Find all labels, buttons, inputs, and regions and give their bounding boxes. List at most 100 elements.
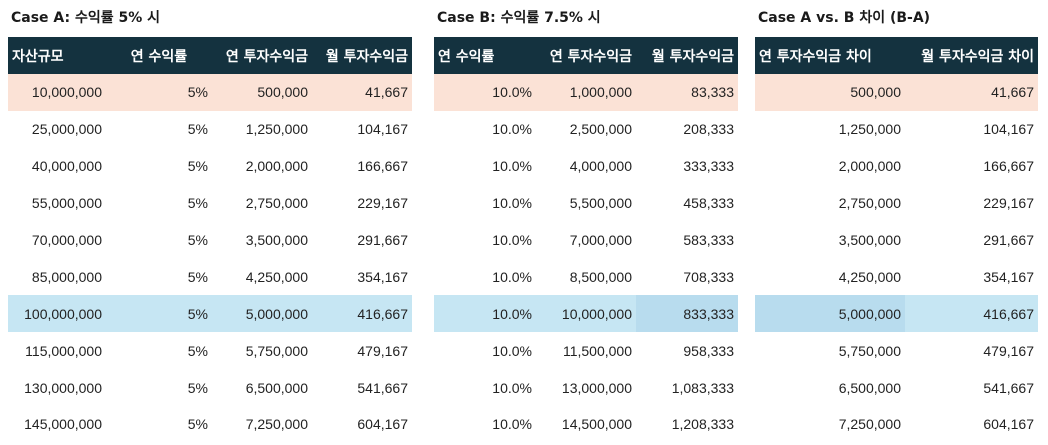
table-row: 55,000,000 5% 2,750,000 229,167 xyxy=(8,185,412,222)
table-row: 10.0% 8,500,000 708,333 xyxy=(434,258,738,295)
table-cell: 3,500,000 xyxy=(838,232,901,248)
table-cell: 115,000,000 xyxy=(25,342,102,359)
table-cell: 333,333 xyxy=(683,158,734,175)
table-cell: 5% xyxy=(187,232,208,248)
table-cell: 2,750,000 xyxy=(838,195,901,212)
table-cell: 479,167 xyxy=(983,342,1034,359)
table-row: 40,000,000 5% 2,000,000 166,667 xyxy=(8,148,412,185)
table-cell: 6,500,000 xyxy=(838,379,901,396)
table-cell: 7,000,000 xyxy=(569,232,632,248)
table-cell: 145,000,000 xyxy=(24,416,102,433)
header-annual-income: 연 투자수익금 xyxy=(536,37,636,74)
table-cell: 354,167 xyxy=(983,268,1034,285)
table-cell: 354,167 xyxy=(357,268,408,285)
table-cell: 1,208,333 xyxy=(671,416,734,433)
table-row: 100,000,000 5% 5,000,000 416,667 xyxy=(8,295,412,333)
table-cell: 604,167 xyxy=(357,416,408,433)
table-cell: 10.0% xyxy=(492,268,532,285)
table-cell: 130,000,000 xyxy=(24,379,102,396)
table-cell: 2,000,000 xyxy=(245,158,308,175)
table-cell: 10.0% xyxy=(492,195,532,212)
header-annual-rate: 연 수익률 xyxy=(106,37,212,74)
table-cell: 291,667 xyxy=(357,232,408,248)
table-cell: 5,500,000 xyxy=(569,195,632,212)
table-cell: 166,667 xyxy=(357,158,408,175)
table-row: 3,500,000 291,667 xyxy=(755,222,1038,259)
table-row: 10.0% 2,500,000 208,333 xyxy=(434,111,738,148)
table-cell: 166,667 xyxy=(983,158,1034,175)
table-row: 10.0% 14,500,000 1,208,333 xyxy=(434,406,738,443)
case-b-table: 연 수익률 연 투자수익금 월 투자수익금 10.0% 1,000,000 83,3… xyxy=(434,37,738,443)
table-cell: 1,083,333 xyxy=(671,379,734,396)
table-row: 10.0% 4,000,000 333,333 xyxy=(434,148,738,185)
header-monthly-income: 월 투자수익금 xyxy=(636,37,738,74)
table-cell: 100,000,000 xyxy=(8,295,106,333)
table-cell: 40,000,000 xyxy=(31,158,102,175)
case-diff-table: 연 투자수익금 차이 월 투자수익금 차이 500,000 41,667 1,250… xyxy=(755,37,1038,443)
table-row: 10.0% 10,000,000 833,333 xyxy=(434,295,738,333)
table-cell: 708,333 xyxy=(683,268,734,285)
table-cell: 4,250,000 xyxy=(838,268,901,285)
table-row: 145,000,000 5% 7,250,000 604,167 xyxy=(8,406,412,443)
table-cell: 104,167 xyxy=(357,121,408,138)
table-cell: 10,000,000 xyxy=(8,74,106,111)
table-row: 25,000,000 5% 1,250,000 104,167 xyxy=(8,111,412,148)
table-cell: 583,333 xyxy=(683,232,734,248)
header-annual-income: 연 투자수익금 xyxy=(212,37,312,74)
table-cell: 25,000,000 xyxy=(31,121,102,138)
table-row: 5,000,000 416,667 xyxy=(755,295,1038,333)
table-cell: 5% xyxy=(106,74,212,111)
table-cell: 41,667 xyxy=(905,74,1038,111)
case-a-table: 자산규모 연 수익률 연 투자수익금 월 투자수익금 10,000,000 5% 5… xyxy=(8,37,412,443)
table-cell: 604,167 xyxy=(983,416,1034,433)
table-cell: 416,667 xyxy=(905,295,1038,333)
table-cell: 833,333 xyxy=(636,295,738,333)
case-b-title: Case B: 수익률 7.5% 시 xyxy=(437,10,601,26)
table-cell: 5% xyxy=(187,195,208,212)
case-diff-title: Case A vs. B 차이 (B-A) xyxy=(758,10,931,26)
table-row: 10.0% 1,000,000 83,333 xyxy=(434,74,738,111)
table-cell: 229,167 xyxy=(357,195,408,212)
table-cell: 208,333 xyxy=(683,121,734,138)
table-cell: 5,000,000 xyxy=(212,295,312,333)
case-b-header-row: 연 수익률 연 투자수익금 월 투자수익금 xyxy=(434,37,738,74)
table-cell: 958,333 xyxy=(683,342,734,359)
table-cell: 7,250,000 xyxy=(245,416,308,433)
table-cell: 2,500,000 xyxy=(569,121,632,138)
table-cell: 10,000,000 xyxy=(536,295,636,333)
table-cell: 541,667 xyxy=(357,379,408,396)
table-cell: 13,000,000 xyxy=(561,379,632,396)
table-row: 10.0% 13,000,000 1,083,333 xyxy=(434,369,738,406)
table-cell: 104,167 xyxy=(983,121,1034,138)
table-row: 85,000,000 5% 4,250,000 354,167 xyxy=(8,258,412,295)
table-cell: 2,000,000 xyxy=(838,158,901,175)
table-cell: 1,250,000 xyxy=(245,121,308,138)
case-diff-header-row: 연 투자수익금 차이 월 투자수익금 차이 xyxy=(755,37,1038,74)
table-row: 10.0% 11,500,000 958,333 xyxy=(434,332,738,369)
table-cell: 10.0% xyxy=(492,379,532,396)
table-row: 1,250,000 104,167 xyxy=(755,111,1038,148)
table-cell: 10.0% xyxy=(492,342,532,359)
table-cell: 291,667 xyxy=(983,232,1034,248)
table-cell: 4,000,000 xyxy=(569,158,632,175)
table-cell: 5% xyxy=(187,268,208,285)
table-cell: 70,000,000 xyxy=(31,232,102,248)
table-cell: 8,500,000 xyxy=(569,268,632,285)
table-cell: 5% xyxy=(187,342,208,359)
header-monthly-diff: 월 투자수익금 차이 xyxy=(905,37,1038,74)
table-row: 10,000,000 5% 500,000 41,667 xyxy=(8,74,412,111)
table-cell: 229,167 xyxy=(983,195,1034,212)
table-cell: 5% xyxy=(106,295,212,333)
table-cell: 3,500,000 xyxy=(245,232,308,248)
table-row: 2,750,000 229,167 xyxy=(755,185,1038,222)
case-a-title: Case A: 수익률 5% 시 xyxy=(11,10,161,26)
table-cell: 83,333 xyxy=(636,74,738,111)
table-row: 4,250,000 354,167 xyxy=(755,258,1038,295)
table-row: 5,750,000 479,167 xyxy=(755,332,1038,369)
table-cell: 5,000,000 xyxy=(755,295,905,333)
table-cell: 2,750,000 xyxy=(245,195,308,212)
table-cell: 416,667 xyxy=(312,295,412,333)
header-asset-size: 자산규모 xyxy=(8,37,106,74)
case-a-header-row: 자산규모 연 수익률 연 투자수익금 월 투자수익금 xyxy=(8,37,412,74)
table-cell: 5% xyxy=(187,121,208,138)
